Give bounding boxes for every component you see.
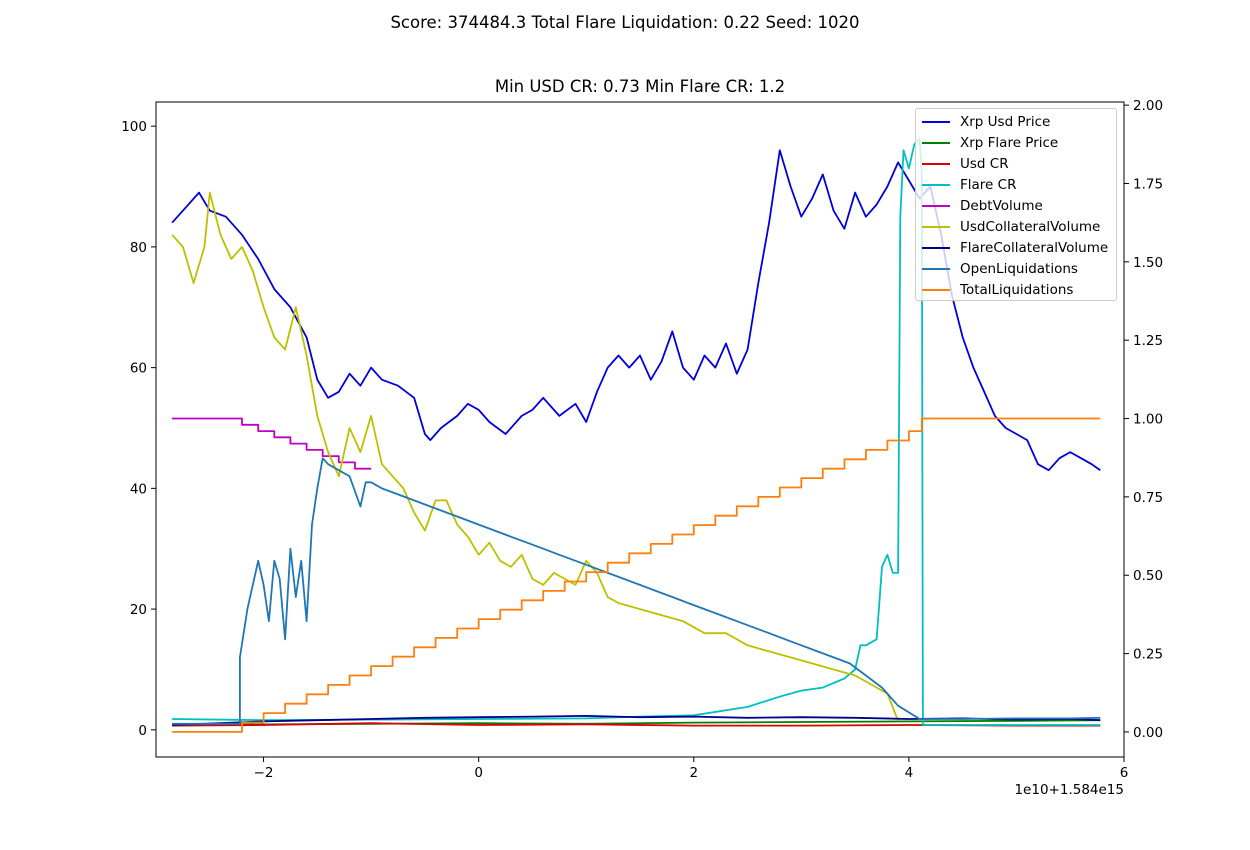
- chart-title: Min USD CR: 0.73 Min Flare CR: 1.2: [494, 77, 786, 96]
- x-tick-label: 4: [905, 765, 914, 781]
- plot-frame: [155, 101, 1125, 758]
- y-right-tick-label: 1.50: [1133, 255, 1163, 271]
- legend-swatch: [922, 162, 950, 165]
- y-right-tick-label: 1.00: [1133, 412, 1163, 428]
- y-right-tick-label: 0.00: [1133, 725, 1163, 741]
- series-line-usdcollateralvolume: [171, 191, 899, 722]
- y-left-tick-label: 100: [121, 119, 147, 135]
- legend-label: Xrp Flare Price: [960, 134, 1059, 151]
- legend-item: DebtVolume: [922, 195, 1043, 216]
- legend-item: TotalLiquidations: [922, 279, 1073, 300]
- legend-swatch: [922, 183, 950, 186]
- x-tick-label: 2: [689, 765, 698, 781]
- legend-label: TotalLiquidations: [960, 281, 1074, 298]
- y-left-tick-label: 0: [138, 723, 147, 739]
- legend-swatch: [922, 141, 950, 144]
- legend-label: DebtVolume: [960, 197, 1043, 214]
- legend-item: Flare CR: [922, 174, 1016, 195]
- y-left-tick-label: 40: [130, 481, 147, 497]
- chart-legend: Xrp Usd Price Xrp Flare Price Usd CR Flare …: [915, 108, 1117, 301]
- y-right-tick-label: 0.25: [1133, 647, 1163, 663]
- x-offset-label: 1e10+1.584e15: [1014, 782, 1124, 798]
- legend-item: FlareCollateralVolume: [922, 237, 1108, 258]
- y-right-tick-label: 0.50: [1133, 568, 1163, 584]
- y-left-tick-label: 20: [130, 602, 147, 618]
- y-left-tick-label: 80: [130, 240, 147, 256]
- legend-label: FlareCollateralVolume: [960, 239, 1109, 256]
- y-right-tick-label: 1.25: [1133, 333, 1163, 349]
- legend-swatch: [922, 204, 950, 207]
- legend-item: Xrp Flare Price: [922, 132, 1058, 153]
- legend-label: Flare CR: [960, 176, 1017, 193]
- y-right-tick-label: 0.75: [1133, 490, 1163, 506]
- x-tick-label: 0: [474, 765, 483, 781]
- legend-item: UsdCollateralVolume: [922, 216, 1100, 237]
- legend-swatch: [922, 120, 950, 123]
- legend-label: OpenLiquidations: [960, 260, 1078, 277]
- y-right-tick-label: 2.00: [1133, 98, 1163, 114]
- legend-swatch: [922, 267, 950, 270]
- x-tick-label: −2: [254, 765, 274, 781]
- figure-suptitle: Score: 374484.3 Total Flare Liquidation:…: [390, 13, 860, 32]
- legend-label: Xrp Usd Price: [960, 113, 1051, 130]
- series-line-openliquidations: [172, 457, 1101, 725]
- legend-item: Xrp Usd Price: [922, 111, 1050, 132]
- legend-item: OpenLiquidations: [922, 258, 1078, 279]
- legend-swatch: [922, 288, 950, 291]
- y-left-tick-label: 60: [130, 361, 147, 377]
- legend-label: Usd CR: [960, 155, 1009, 172]
- axes-layer: −2 0 2 4 60204060801000.000.250.500.751.001.…: [121, 98, 1163, 781]
- y-right-tick-label: 1.75: [1133, 176, 1163, 192]
- legend-label: UsdCollateralVolume: [960, 218, 1101, 235]
- legend-item: Usd CR: [922, 153, 1009, 174]
- legend-swatch: [922, 246, 950, 249]
- series-line-totalliquidations: [172, 417, 1101, 733]
- legend-swatch: [922, 225, 950, 228]
- x-tick-label: 6: [1120, 765, 1129, 781]
- series-line-xrp-usd-price: [171, 149, 1101, 472]
